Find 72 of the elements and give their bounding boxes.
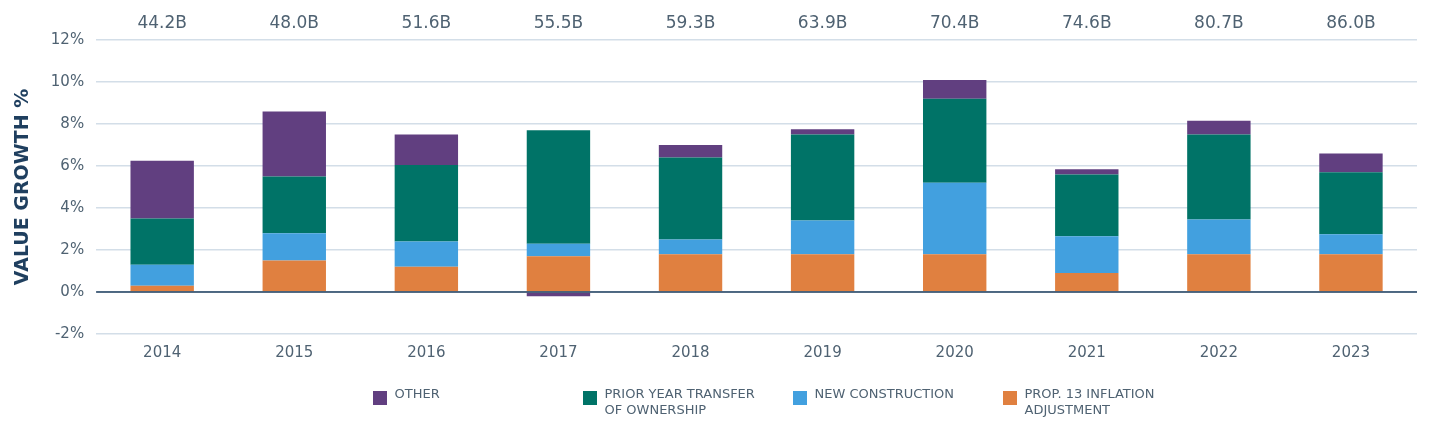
bar <box>394 164 459 242</box>
text: 59.3B <box>665 12 716 33</box>
bar <box>1187 254 1251 292</box>
y-tick-label: -2% <box>54 323 85 342</box>
bar <box>923 254 987 292</box>
y-tick-label: 8% <box>60 113 85 132</box>
bar <box>658 239 723 255</box>
x-tick-label: 2021 <box>1067 342 1106 361</box>
y-tick-label: 4% <box>60 197 85 216</box>
bar <box>130 218 194 265</box>
bar <box>658 254 723 292</box>
text: 51.6B <box>401 12 452 33</box>
text: 86.0B <box>1326 12 1376 33</box>
bar <box>526 130 591 244</box>
bar <box>923 182 987 255</box>
bar <box>526 243 591 257</box>
bar <box>1055 174 1119 237</box>
text: 74.6B <box>1062 12 1112 33</box>
y-tick-label: 0% <box>60 281 85 300</box>
bar <box>130 264 194 286</box>
bar <box>262 176 326 234</box>
y-axis-title: VALUE GROWTH % <box>10 88 33 286</box>
bar <box>658 145 723 158</box>
x-tick-label: 2017 <box>539 342 578 361</box>
bar <box>1055 273 1119 292</box>
y-tick-label: 6% <box>60 155 85 174</box>
bar <box>1319 153 1383 173</box>
y-tick-label: 12% <box>50 29 85 48</box>
bar <box>790 254 855 292</box>
y-tick-label: 2% <box>60 239 85 258</box>
x-tick-label: 2020 <box>935 342 974 361</box>
bar <box>1187 120 1251 135</box>
x-tick-label: 2022 <box>1199 342 1238 361</box>
text: 63.9B <box>797 12 848 33</box>
text: 48.0B <box>269 12 320 33</box>
bar <box>1055 169 1119 175</box>
text: 55.5B <box>533 12 584 33</box>
bar <box>1187 134 1251 220</box>
bar <box>1319 234 1383 255</box>
bar <box>526 256 591 292</box>
bar <box>130 285 194 292</box>
text: 80.7B <box>1194 12 1244 33</box>
text: 44.2B <box>137 12 187 33</box>
x-tick-label: 2015 <box>275 342 314 361</box>
bar <box>394 241 459 267</box>
bar <box>790 129 855 135</box>
bar <box>1319 254 1383 292</box>
bar <box>790 134 855 221</box>
bar <box>658 157 723 240</box>
bar <box>1319 172 1383 235</box>
legend-label: NEW CONSTRUCTION <box>814 386 955 402</box>
x-tick-label: 2018 <box>671 342 710 361</box>
y-tick-label: 10% <box>50 71 85 90</box>
legend-label: OTHER <box>394 386 440 402</box>
bar <box>790 220 855 255</box>
text: 70.4B <box>929 12 980 33</box>
bar <box>262 233 326 261</box>
x-tick-label: 2019 <box>803 342 842 361</box>
bar <box>1055 236 1119 274</box>
bar <box>1187 219 1251 255</box>
bar <box>923 79 987 99</box>
bar <box>130 160 194 219</box>
bar <box>394 134 459 165</box>
legend-label: PROP. 13 INFLATION ADJUSTMENT <box>1024 386 1156 418</box>
bar <box>923 98 987 183</box>
x-tick-label: 2023 <box>1331 342 1371 361</box>
legend-label: PRIOR YEAR TRANSFER OF OWNERSHIP <box>604 386 756 418</box>
bar <box>262 260 326 292</box>
x-tick-label: 2014 <box>143 342 182 361</box>
bar <box>394 266 459 292</box>
bar <box>262 111 326 177</box>
x-tick-label: 2016 <box>407 342 446 361</box>
